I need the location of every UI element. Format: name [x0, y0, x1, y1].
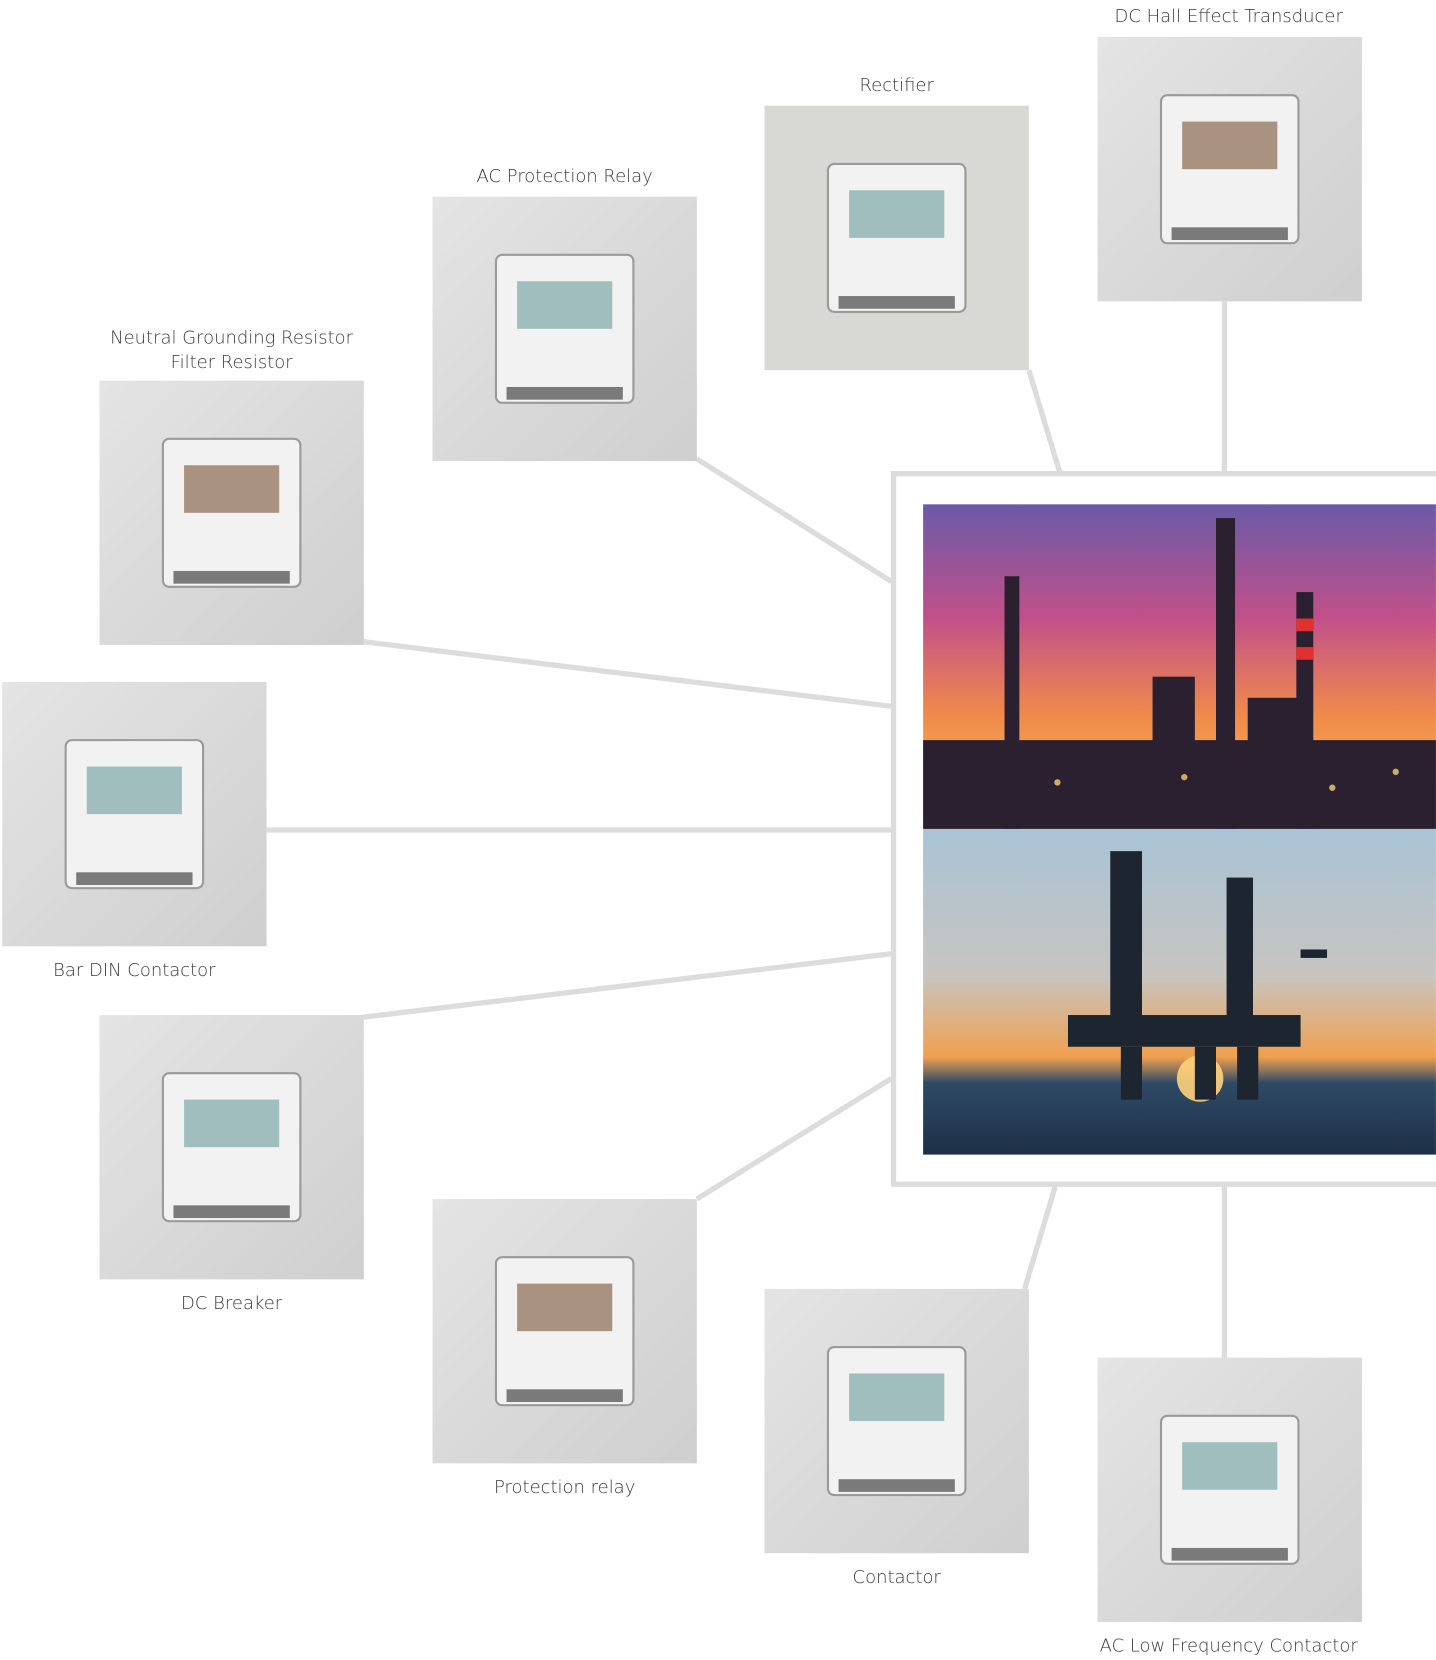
device-base	[839, 296, 955, 309]
product-image	[99, 381, 363, 645]
link	[697, 459, 892, 582]
node-label: AC Protection Relay	[477, 166, 653, 187]
product-image	[1098, 1358, 1362, 1622]
device-detail	[849, 190, 944, 238]
node-label: Neutral Grounding Resistor	[110, 328, 353, 349]
link	[1025, 1186, 1056, 1289]
device-base	[173, 571, 289, 584]
center-panel	[894, 474, 1436, 1185]
product-image	[765, 106, 1029, 370]
node-label: Protection relay	[494, 1477, 635, 1498]
node-label: DC Hall Effect Transducer	[1115, 6, 1344, 27]
device-detail	[849, 1373, 944, 1421]
diagram: DC Hall Effect Transducer Rectifier AC P…	[0, 0, 1436, 1660]
node-label: Filter Resistor	[171, 352, 294, 373]
product-image	[433, 1199, 697, 1463]
device-base	[1172, 227, 1288, 240]
link	[364, 642, 892, 706]
device-detail	[517, 1284, 612, 1332]
device-base	[507, 1389, 623, 1402]
node-label: Rectifier	[859, 75, 934, 96]
page: {"nodes": [ {"label": "DC Hall Effect Tr…	[0, 0, 1436, 1660]
device-base	[839, 1479, 955, 1492]
device-base	[507, 387, 623, 400]
device-base	[173, 1205, 289, 1218]
link	[697, 1078, 892, 1199]
product-image	[765, 1289, 1029, 1553]
device-detail	[184, 465, 279, 513]
offshore-photo	[923, 829, 1436, 1155]
node-label: DC Breaker	[181, 1293, 283, 1314]
device-detail	[1182, 122, 1277, 170]
product-image	[1098, 37, 1362, 301]
device-detail	[184, 1100, 279, 1148]
device-detail	[517, 281, 612, 329]
device-base	[1172, 1548, 1288, 1561]
device-detail	[87, 767, 182, 815]
device-detail	[1182, 1442, 1277, 1490]
node-label: Bar DIN Contactor	[53, 960, 216, 981]
product-image	[99, 1015, 363, 1279]
node-label: Contactor	[853, 1567, 942, 1588]
node-label: AC Low Frequency Contactor	[1100, 1636, 1359, 1657]
product-image	[433, 197, 697, 461]
device-base	[76, 872, 192, 885]
device-body	[828, 1347, 965, 1495]
product-image	[2, 682, 266, 946]
link	[364, 954, 892, 1017]
link	[1029, 370, 1060, 472]
